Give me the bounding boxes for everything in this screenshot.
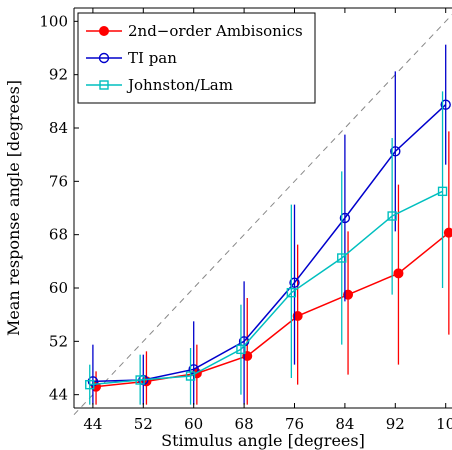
series-2 (85, 91, 448, 405)
data-point (339, 212, 351, 224)
legend-label: 2nd−order Ambisonics (128, 22, 303, 40)
data-point (443, 227, 452, 238)
data-point (286, 287, 297, 298)
legend: 2nd−order Ambisonics TI pan Johnston/Lam (77, 12, 316, 104)
series-line (92, 104, 447, 383)
legend-marker (98, 52, 110, 64)
data-point (343, 289, 354, 300)
x-tick-label: 68 (235, 415, 254, 433)
series-1 (87, 44, 451, 405)
identity-reference-line (73, 13, 452, 416)
data-point (387, 211, 397, 221)
x-tick-label: 60 (184, 415, 203, 433)
y-tick-label: 92 (49, 66, 68, 84)
x-tick-label: 52 (134, 415, 153, 433)
series-layer (85, 44, 452, 405)
x-tick-label: 10 (436, 415, 452, 433)
data-point (292, 311, 303, 321)
y-tick-label: 52 (49, 332, 68, 350)
data-point (437, 186, 448, 197)
legend-label: TI pan (128, 49, 177, 67)
y-tick-label: 100 (39, 12, 68, 30)
legend-item: TI pan (86, 49, 177, 67)
data-point (185, 371, 196, 381)
legend-item: Johnston/Lam (86, 76, 233, 94)
data-point (236, 344, 246, 355)
series-line (95, 232, 450, 388)
y-tick-label: 60 (49, 279, 68, 297)
x-axis-label: Stimulus angle [degrees] (161, 431, 365, 450)
y-axis-label: Mean response angle [degrees] (4, 80, 23, 336)
x-tick-label: 44 (83, 415, 102, 433)
y-tick-label: 76 (49, 172, 68, 190)
y-tick-label: 44 (49, 386, 68, 404)
data-point (135, 375, 145, 385)
axes-layer: 44 52 60 68 76 84 92 10 44 52 60 68 76 84 92 100 (39, 7, 452, 433)
data-point (390, 146, 401, 157)
legend-marker (99, 26, 109, 36)
data-point (393, 268, 404, 279)
data-point (337, 253, 347, 263)
reference-layer (73, 13, 452, 416)
data-point (440, 99, 451, 110)
data-point (85, 379, 95, 390)
legend-item: 2nd−order Ambisonics (86, 22, 303, 40)
x-tick-label: 76 (285, 415, 304, 433)
x-tick-label: 92 (386, 415, 405, 433)
legend-label: Johnston/Lam (126, 76, 233, 94)
y-tick-label: 84 (49, 119, 68, 137)
legend-marker (99, 80, 109, 90)
series-line (89, 190, 443, 386)
x-tick-label: 84 (335, 415, 354, 433)
data-point (289, 277, 300, 288)
y-tick-label: 68 (49, 226, 68, 244)
